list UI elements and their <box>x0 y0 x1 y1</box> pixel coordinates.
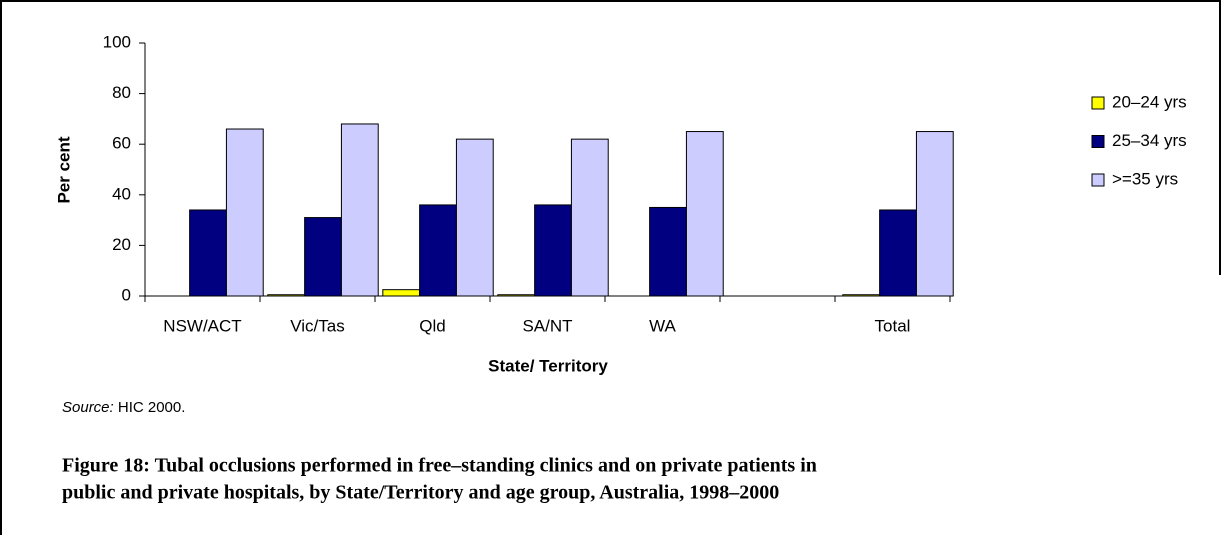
y-tick-label: 20 <box>112 235 131 254</box>
bar <box>649 206 687 297</box>
bar <box>419 204 457 297</box>
bar <box>534 204 572 297</box>
y-axis-label: Per cent <box>54 136 73 203</box>
x-tick-label: Vic/Tas <box>290 316 345 335</box>
bar <box>382 289 421 297</box>
bar <box>455 138 494 297</box>
bar <box>304 217 342 297</box>
caption-line: Figure 18: Tubal occlusions performed in… <box>62 455 817 477</box>
legend-swatch <box>1091 173 1105 187</box>
caption-line: public and private hospitals, by State/T… <box>62 482 779 504</box>
bar <box>267 294 306 297</box>
legend-label: 20–24 yrs <box>1112 92 1187 111</box>
bar <box>340 123 379 297</box>
y-tick-label: 0 <box>122 285 131 304</box>
legend-swatch <box>1091 96 1105 110</box>
x-tick-label: Total <box>875 316 911 335</box>
legend-swatch <box>1091 135 1105 148</box>
y-tick-label: 60 <box>112 134 131 153</box>
x-tick-label: Qld <box>419 316 445 335</box>
source-text: HIC 2000. <box>118 399 186 416</box>
bar <box>497 294 536 297</box>
bar <box>842 294 881 297</box>
bar <box>879 209 917 297</box>
x-tick-label: NSW/ACT <box>163 316 241 335</box>
legend-label: >=35 yrs <box>1112 169 1178 188</box>
bar <box>225 128 264 297</box>
legend-label: 25–34 yrs <box>1112 131 1187 150</box>
source: Source: HIC 2000. <box>62 399 185 416</box>
y-tick-label: 80 <box>112 83 131 102</box>
source-label: Source: <box>62 399 114 416</box>
bar <box>685 131 724 297</box>
y-tick-label: 100 <box>103 32 131 51</box>
x-tick-label: SA/NT <box>522 316 572 335</box>
bar <box>915 131 954 297</box>
x-tick-label: WA <box>649 316 676 335</box>
y-tick-label: 40 <box>112 184 131 203</box>
bar <box>189 209 227 297</box>
x-axis-label: State/ Territory <box>488 356 608 375</box>
bar <box>570 138 609 297</box>
